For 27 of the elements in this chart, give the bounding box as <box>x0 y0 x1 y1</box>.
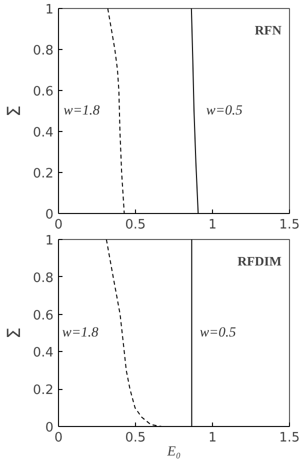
y-tick-label: 0.4 <box>32 346 54 361</box>
y-tick-label: 0.4 <box>32 126 54 140</box>
y-tick-label: 0 <box>45 420 54 436</box>
y-tick-label: 0.8 <box>32 44 54 58</box>
series-label: w=0.5 <box>206 104 242 118</box>
y-tick-label: 0.2 <box>32 166 54 182</box>
x-axis-title: E₀ <box>166 444 181 460</box>
series-label: w=1.8 <box>62 326 98 340</box>
y-axis-title: Σ <box>4 105 25 117</box>
annotation: RFN <box>254 22 282 38</box>
y-tick-label: 0.6 <box>32 308 54 324</box>
y-tick-label: 0.6 <box>32 84 54 100</box>
x-tick-label: 1 <box>208 218 217 232</box>
series-label: w=1.8 <box>63 104 100 118</box>
annotation: RFDIM <box>237 254 282 268</box>
y-axis-title: Σ <box>4 327 25 339</box>
x-tick-label: 1.5 <box>279 430 300 446</box>
series-label: w=0.5 <box>200 326 236 340</box>
y-tick-label: 1 <box>45 234 54 248</box>
y-tick-label: 0.8 <box>32 270 54 286</box>
x-tick-label: 0.5 <box>125 430 146 446</box>
y-tick-label: 1 <box>45 2 54 18</box>
y-tick-label: 0 <box>45 208 54 222</box>
y-tick-label: 0.2 <box>32 383 54 398</box>
x-tick-label: 1 <box>208 430 217 446</box>
x-tick-label: 0.5 <box>125 218 146 232</box>
x-tick-label: 1.5 <box>279 218 300 232</box>
